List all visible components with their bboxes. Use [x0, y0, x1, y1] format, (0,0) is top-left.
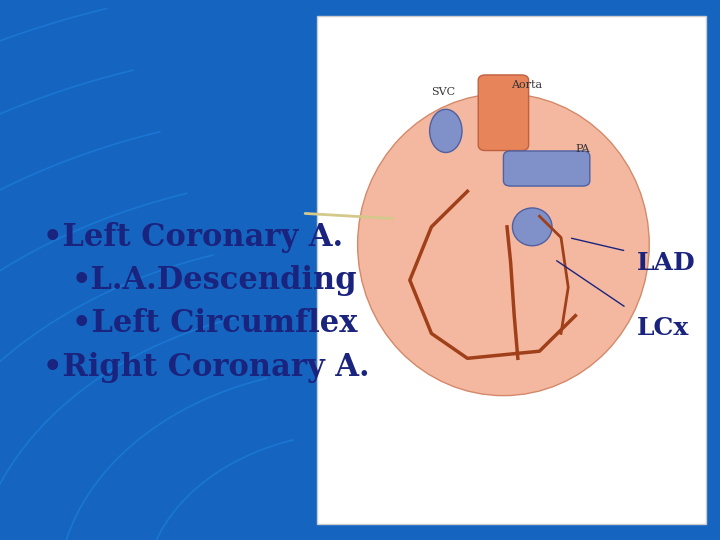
FancyBboxPatch shape: [503, 151, 590, 186]
FancyBboxPatch shape: [317, 16, 706, 524]
Ellipse shape: [358, 93, 649, 396]
Text: LAD: LAD: [637, 251, 696, 275]
Text: PA: PA: [575, 144, 590, 154]
Ellipse shape: [430, 109, 462, 152]
Text: Aorta: Aorta: [510, 80, 541, 90]
FancyBboxPatch shape: [478, 75, 528, 151]
Ellipse shape: [513, 208, 552, 246]
Text: •Right Coronary A.: •Right Coronary A.: [43, 352, 370, 383]
Text: •L.A.Descending: •L.A.Descending: [72, 265, 358, 296]
Text: •Left Coronary A.: •Left Coronary A.: [43, 222, 343, 253]
Text: •Left Circumflex: •Left Circumflex: [72, 308, 357, 340]
Text: SVC: SVC: [431, 87, 456, 97]
Text: LCx: LCx: [637, 316, 690, 340]
